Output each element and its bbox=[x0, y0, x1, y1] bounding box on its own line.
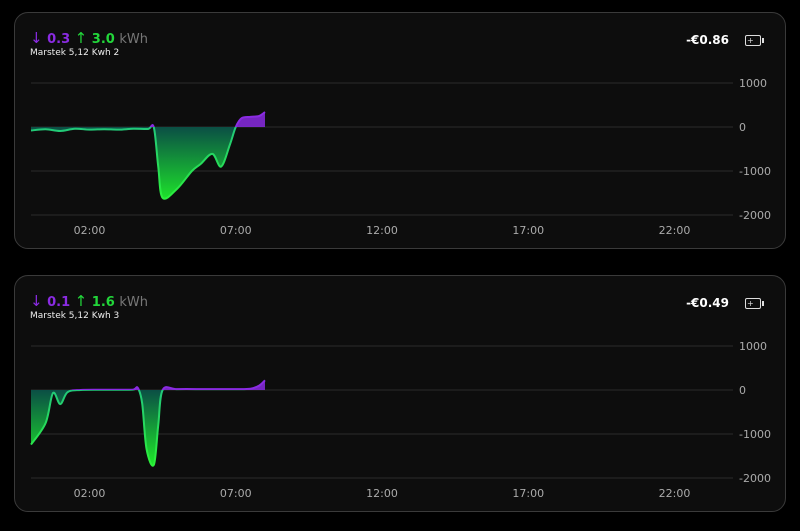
import-value: 0.1 bbox=[47, 295, 71, 310]
unit-label: kWh bbox=[119, 32, 148, 47]
unit-label: kWh bbox=[119, 295, 148, 310]
y-tick-label: 0 bbox=[739, 121, 746, 134]
y-tick-label: 0 bbox=[739, 384, 746, 397]
import-line bbox=[149, 111, 266, 127]
device-name: Marstek 5,12 Kwh 3 bbox=[30, 311, 120, 321]
cost-value: -€0.86 bbox=[686, 33, 729, 47]
x-tick-label: 07:00 bbox=[220, 224, 252, 237]
export-line bbox=[30, 390, 248, 467]
energy-summary: ↓ 0.1 ↑ 1.6 kWh bbox=[30, 292, 148, 310]
import-arrow-icon: ↓ bbox=[30, 29, 43, 47]
x-tick-label: 02:00 bbox=[74, 224, 106, 237]
battery-charging-icon[interactable]: + bbox=[745, 298, 764, 309]
cost-value: -€0.49 bbox=[686, 296, 729, 310]
battery-card-1: ↓ 0.3 ↑ 3.0 kWh Marstek 5,12 Kwh 2 -€0.8… bbox=[14, 12, 786, 249]
import-arrow-icon: ↓ bbox=[30, 292, 43, 310]
battery-charging-icon[interactable]: + bbox=[745, 35, 764, 46]
y-tick-label: 1000 bbox=[739, 340, 767, 353]
x-tick-label: 22:00 bbox=[659, 224, 691, 237]
export-line bbox=[30, 127, 237, 200]
energy-chart: 1000 0 -1000 -2000 02:00 07:00 12:00 17:00 22:00 bbox=[30, 77, 771, 237]
y-tick-label: -1000 bbox=[739, 428, 771, 441]
export-arrow-icon: ↑ bbox=[74, 292, 88, 310]
export-area bbox=[31, 390, 265, 466]
energy-summary: ↓ 0.3 ↑ 3.0 kWh bbox=[30, 29, 148, 47]
y-tick-label: -2000 bbox=[739, 209, 771, 222]
export-value: 3.0 bbox=[91, 32, 115, 47]
y-tick-label: -2000 bbox=[739, 472, 771, 485]
export-value: 1.6 bbox=[91, 295, 115, 310]
y-tick-label: 1000 bbox=[739, 77, 767, 90]
energy-chart: 1000 0 -1000 -2000 02:00 07:00 12:00 17:00 22:00 bbox=[30, 340, 771, 500]
x-tick-label: 22:00 bbox=[659, 487, 691, 500]
x-tick-label: 17:00 bbox=[512, 224, 544, 237]
import-value: 0.3 bbox=[47, 32, 71, 47]
export-area bbox=[31, 127, 265, 199]
x-tick-label: 12:00 bbox=[366, 487, 398, 500]
import-line bbox=[69, 379, 266, 390]
import-area bbox=[31, 112, 265, 127]
x-tick-label: 12:00 bbox=[366, 224, 398, 237]
export-arrow-icon: ↑ bbox=[74, 29, 88, 47]
x-tick-label: 02:00 bbox=[74, 487, 106, 500]
x-tick-label: 07:00 bbox=[220, 487, 252, 500]
device-name: Marstek 5,12 Kwh 2 bbox=[30, 48, 120, 58]
y-tick-label: -1000 bbox=[739, 165, 771, 178]
battery-card-2: ↓ 0.1 ↑ 1.6 kWh Marstek 5,12 Kwh 3 -€0.4… bbox=[14, 275, 786, 512]
x-tick-label: 17:00 bbox=[512, 487, 544, 500]
